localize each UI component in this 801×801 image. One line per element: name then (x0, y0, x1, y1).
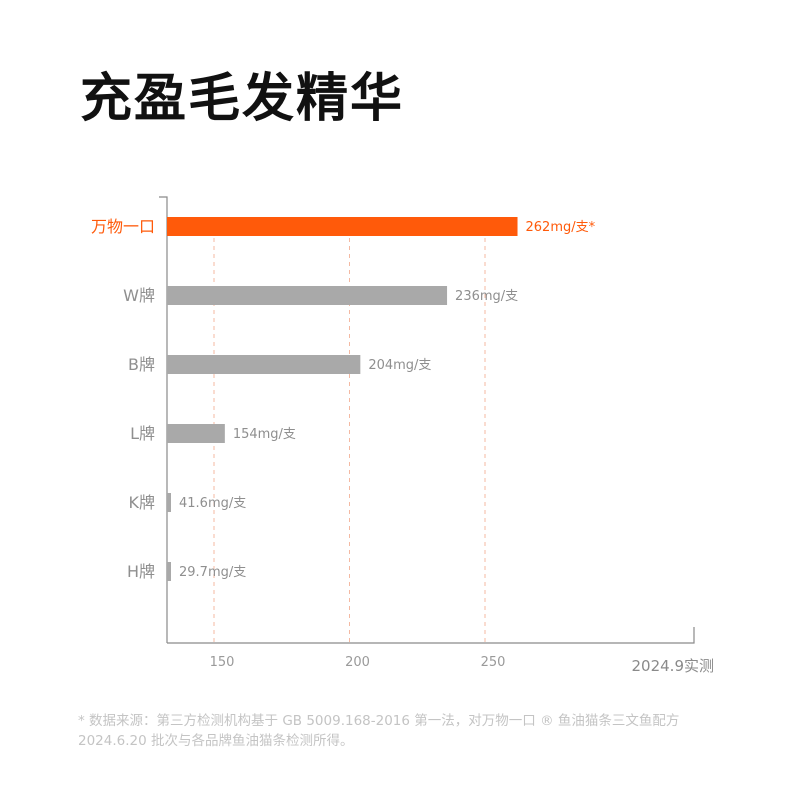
footnote-line-1: * 数据来源：第三方检测机构基于 GB 5009.168-2016 第一法，对万… (78, 713, 680, 729)
value-label-1: 262mg/支* (526, 220, 596, 235)
value-label-2: 236mg/支 (455, 289, 518, 304)
footnote: * 数据来源：第三方检测机构基于 GB 5009.168-2016 第一法，对万… (78, 711, 768, 751)
x-tick-label-200: 200 (345, 655, 370, 670)
bar-2 (167, 286, 448, 305)
page-title: 充盈毛发精华 (80, 69, 405, 129)
footnote-line-2: 2024.6.20 批次与各品牌鱼油猫条检测所得。 (78, 733, 354, 749)
bar-5 (167, 493, 171, 512)
category-label-1: 万物一口 (91, 217, 155, 236)
category-label-5: K牌 (129, 493, 156, 512)
value-label-3: 204mg/支 (368, 358, 431, 373)
category-label-6: H牌 (127, 562, 155, 581)
bar-3 (167, 355, 361, 374)
x-axis-note: 2024.9实测 (632, 657, 715, 675)
bar-4 (167, 424, 225, 443)
bar-1 (167, 217, 518, 236)
category-label-2: W牌 (123, 286, 155, 305)
x-tick-label-150: 150 (210, 655, 235, 670)
value-label-6: 29.7mg/支 (179, 565, 246, 580)
y-axis-line (159, 196, 168, 643)
value-label-4: 154mg/支 (233, 427, 296, 442)
bar-6 (167, 562, 171, 581)
x-tick-label-250: 250 (481, 655, 506, 670)
value-label-5: 41.6mg/支 (179, 496, 246, 511)
x-axis-line (167, 627, 695, 644)
category-label-3: B牌 (128, 355, 155, 374)
category-label-4: L牌 (130, 424, 155, 443)
